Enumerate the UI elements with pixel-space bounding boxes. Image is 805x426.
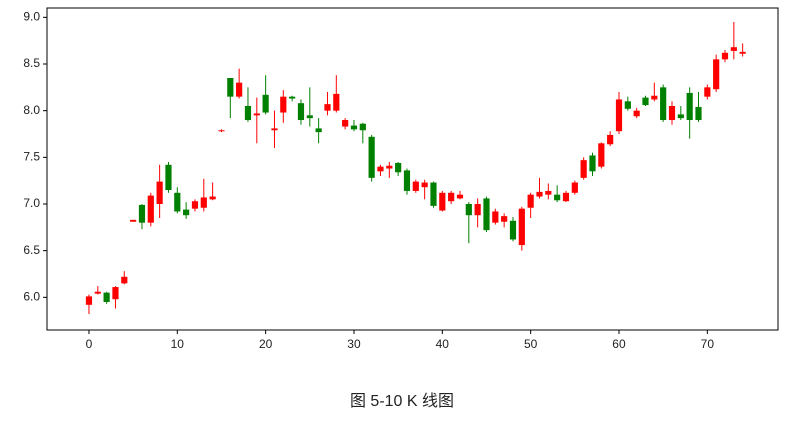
candle-body: [280, 96, 287, 113]
candle-body: [412, 181, 419, 191]
candle-body: [739, 51, 746, 54]
candle-body: [571, 182, 578, 193]
x-tick-label: 0: [86, 337, 93, 351]
candle-body: [130, 219, 137, 222]
candle-body: [165, 164, 172, 190]
candle-body: [633, 110, 640, 117]
caption: 图 5-10 K 线图: [350, 392, 454, 410]
candle-body: [589, 155, 596, 172]
candle-body: [138, 204, 146, 223]
candle-body: [686, 92, 693, 120]
candle-body: [121, 276, 128, 284]
candle-body: [492, 211, 499, 223]
candle-body: [527, 194, 534, 208]
candle-body: [306, 115, 313, 119]
candle-body: [200, 197, 207, 208]
y-tick-label: 7.5: [23, 150, 40, 164]
candle-body: [501, 216, 508, 222]
candle-body: [677, 114, 684, 119]
candle-body: [624, 101, 631, 109]
candle-body: [580, 160, 587, 178]
y-tick-label: 8.0: [23, 103, 40, 117]
candle-body: [430, 182, 437, 206]
plot-frame: [46, 7, 779, 331]
candle-body: [253, 113, 260, 116]
candle-body: [439, 192, 446, 211]
candle-body: [350, 125, 358, 130]
candle-body: [191, 201, 199, 209]
x-tick-label: 70: [701, 337, 715, 351]
candle-body: [85, 296, 93, 305]
candle-body: [554, 194, 561, 201]
candle-body: [368, 136, 375, 178]
candle-body: [227, 78, 234, 97]
x-tick-label: 50: [524, 337, 538, 351]
candle-body: [456, 194, 464, 199]
candle-body: [421, 182, 428, 188]
candle-body: [271, 128, 278, 131]
candle-body: [509, 220, 517, 240]
y-tick-label: 8.5: [23, 56, 40, 70]
candle-body: [103, 292, 110, 302]
candle-body: [536, 191, 543, 197]
y-tick-label: 6.5: [23, 243, 40, 257]
x-tick-label: 40: [436, 337, 450, 351]
candle-body: [183, 209, 190, 216]
candle-body: [704, 87, 711, 97]
candle-body: [615, 99, 623, 132]
candle-body: [156, 181, 163, 204]
candle-body: [607, 134, 614, 145]
candle-body: [465, 204, 472, 216]
candle-body: [112, 287, 119, 300]
candle-body: [377, 166, 384, 172]
candle-body: [262, 94, 269, 113]
candle-body: [395, 162, 402, 173]
candle-body: [668, 106, 676, 120]
candle-body: [660, 87, 667, 120]
candle-body: [403, 170, 411, 191]
candle-body: [359, 123, 366, 131]
candle-body: [236, 82, 243, 97]
y-tick-label: 7.0: [23, 196, 40, 210]
candle-body: [333, 93, 340, 111]
candle-body: [289, 96, 296, 99]
candle-body: [695, 106, 702, 120]
candle-body: [174, 192, 181, 212]
candle-body: [386, 165, 393, 169]
candle-body: [94, 291, 101, 294]
candle-body: [598, 143, 605, 167]
candle-body: [642, 97, 649, 106]
candle-body: [483, 198, 490, 231]
candle-body: [324, 104, 331, 111]
candle-body: [721, 52, 729, 60]
x-tick-label: 20: [259, 337, 273, 351]
candle-body: [562, 192, 570, 202]
candle-body: [147, 195, 154, 223]
x-tick-label: 60: [612, 337, 626, 351]
candle-body: [218, 130, 225, 132]
y-tick-label: 9.0: [23, 10, 40, 24]
candle-body: [315, 128, 322, 133]
candle-body: [730, 47, 737, 51]
candle-body: [209, 196, 216, 200]
x-tick-label: 10: [171, 337, 185, 351]
candle-body: [342, 120, 349, 127]
candle-body: [297, 103, 305, 120]
candle-body: [244, 106, 252, 120]
candle-body: [474, 204, 481, 216]
y-tick-label: 6.0: [23, 290, 40, 304]
candle-body: [545, 190, 552, 195]
candle-body: [713, 59, 720, 90]
candle-body: [518, 208, 525, 246]
candle-body: [448, 192, 455, 202]
x-tick-label: 30: [347, 337, 361, 351]
candle-body: [651, 95, 658, 100]
